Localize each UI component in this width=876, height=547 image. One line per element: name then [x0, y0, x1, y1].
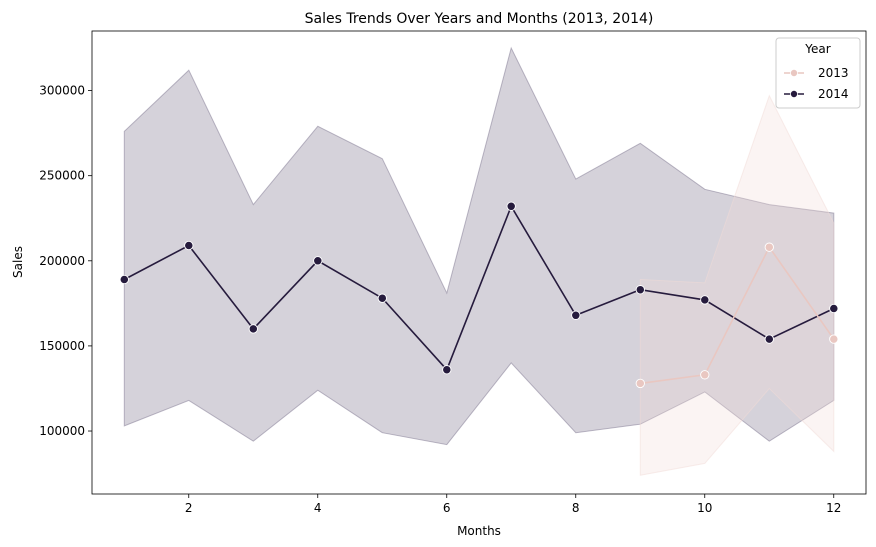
y-tick-label: 300000 [39, 84, 85, 98]
confidence-bands [124, 48, 834, 475]
x-axis-label: Months [457, 524, 501, 538]
data-point-2014 [443, 366, 451, 374]
y-tick-label: 150000 [39, 339, 85, 353]
data-point-2013 [765, 243, 773, 251]
x-tick-label: 2 [185, 501, 193, 515]
y-tick-label: 200000 [39, 254, 85, 268]
x-axis: 2 4 6 8 10 12 [185, 494, 841, 515]
y-tick-label: 250000 [39, 169, 85, 183]
ci-band-2013 [640, 96, 834, 476]
data-point-2013 [701, 371, 709, 379]
x-tick-label: 4 [314, 501, 322, 515]
data-point-2014 [185, 241, 193, 249]
x-tick-label: 12 [826, 501, 841, 515]
x-tick-label: 6 [443, 501, 451, 515]
data-point-2014 [249, 325, 257, 333]
legend-label-2013: 2013 [818, 66, 849, 80]
x-tick-label: 10 [697, 501, 712, 515]
y-axis-label: Sales [11, 246, 25, 278]
x-tick-label: 8 [572, 501, 580, 515]
data-point-2014 [314, 257, 322, 265]
legend-marker-2013 [790, 69, 797, 76]
legend-marker-2014 [790, 90, 797, 97]
chart-title: Sales Trends Over Years and Months (2013… [305, 11, 654, 27]
data-point-2014 [636, 286, 644, 294]
data-point-2014 [120, 275, 128, 283]
data-point-2014 [507, 202, 515, 210]
data-point-2014 [378, 294, 386, 302]
legend: Year 2013 2014 [776, 38, 860, 108]
y-axis: 100000 150000 200000 250000 300000 [39, 84, 92, 438]
data-point-2013 [636, 379, 644, 387]
y-tick-label: 100000 [39, 424, 85, 438]
legend-title: Year [804, 42, 830, 56]
data-point-2014 [701, 296, 709, 304]
data-point-2013 [830, 335, 838, 343]
legend-label-2014: 2014 [818, 87, 849, 101]
data-point-2014 [765, 335, 773, 343]
data-point-2014 [830, 304, 838, 312]
data-point-2014 [572, 311, 580, 319]
